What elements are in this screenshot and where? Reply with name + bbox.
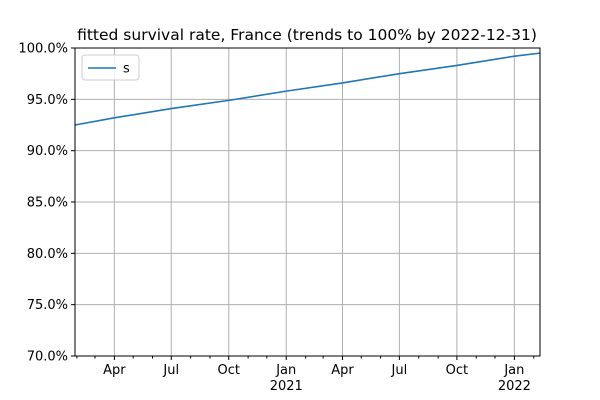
axis-ticks: 70.0% 75.0% 80.0% 85.0% 90.0% 95.0% 100.0% Apr J… bbox=[18, 42, 535, 394]
x-tick-label: Apr bbox=[103, 363, 126, 378]
x-tick-label: Oct bbox=[218, 363, 240, 378]
legend-label: s bbox=[123, 62, 130, 77]
y-tick-label: 75.0% bbox=[27, 298, 68, 313]
y-tick-label: 100.0% bbox=[18, 42, 68, 57]
x-tick-label: Jan bbox=[275, 363, 296, 378]
x-tick-label: Oct bbox=[446, 363, 468, 378]
y-tick-label: 85.0% bbox=[27, 196, 68, 211]
x-tick-label: Apr bbox=[331, 363, 354, 378]
x-tick-year-label: 2022 bbox=[498, 379, 531, 394]
series-line-s bbox=[74, 52, 541, 126]
y-tick-label: 80.0% bbox=[27, 247, 68, 262]
y-tick-label: 95.0% bbox=[27, 93, 68, 108]
plot-series bbox=[74, 52, 541, 126]
x-tick-label: Jul bbox=[162, 363, 179, 378]
x-tick-year-label: 2021 bbox=[270, 379, 303, 394]
x-tick-label: Jul bbox=[391, 363, 408, 378]
legend: s bbox=[81, 54, 140, 81]
x-tick-label: Jan bbox=[503, 363, 524, 378]
grid bbox=[75, 47, 540, 357]
y-tick-label: 70.0% bbox=[27, 350, 68, 365]
chart-title: fitted survival rate, France (trends to … bbox=[77, 26, 537, 44]
y-tick-label: 90.0% bbox=[27, 144, 68, 159]
